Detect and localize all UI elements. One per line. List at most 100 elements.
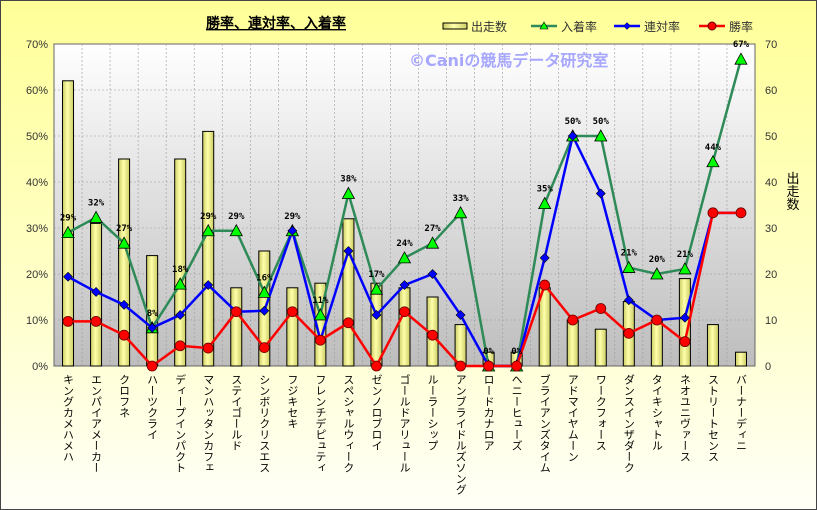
category-label: ルーラーシップ: [426, 374, 439, 451]
data-label-place-rate: 29%: [284, 212, 301, 222]
marker-top2-rate: [427, 269, 438, 279]
right-axis-tick-label: 20: [765, 269, 777, 281]
marker-win-rate: [399, 306, 410, 318]
marker-win-rate: [539, 279, 551, 291]
bar-starts: [398, 287, 411, 367]
category-label: マンハッタンカフェ: [202, 374, 215, 473]
marker-win-rate: [202, 342, 214, 354]
marker-top2-rate: [91, 287, 101, 297]
legend-label: 連対率: [644, 19, 680, 34]
left-axis-tick-label: 10%: [26, 315, 48, 327]
legend-swatch-bar: [442, 22, 468, 30]
left-axis-tick-label: 70%: [26, 39, 48, 51]
bar-starts: [230, 287, 243, 367]
marker-win-rate: [146, 360, 158, 372]
right-axis-tick-label: 30: [765, 223, 777, 235]
category-label: ディープインパクト: [174, 373, 187, 473]
category-label: ブライアンズタイム: [538, 373, 551, 473]
chart-title: 勝率、連対率、入着率: [206, 15, 346, 32]
category-label: タイキシャトル: [650, 374, 663, 451]
data-label-place-rate: 0%: [483, 347, 494, 357]
category-label: ロードカナロア: [482, 374, 495, 451]
legend-label: 入着率: [561, 19, 597, 34]
category-label: エンパイアメーカー: [90, 374, 103, 473]
bar-starts: [174, 158, 187, 367]
marker-win-rate: [567, 314, 579, 326]
legend-marker-circle: [707, 21, 717, 31]
data-label-place-rate: 29%: [60, 214, 77, 224]
data-label-place-rate: 44%: [705, 143, 722, 153]
bar-starts: [706, 324, 719, 367]
marker-win-rate: [62, 315, 74, 327]
marker-top2-rate: [343, 246, 354, 256]
right-axis-tick-label: 10: [765, 315, 777, 327]
bar-starts: [454, 324, 467, 367]
bar-starts: [734, 351, 747, 367]
marker-win-rate: [90, 315, 102, 327]
marker-top2-rate: [371, 310, 382, 320]
legend-marker-triangle: [539, 21, 549, 30]
data-label-place-rate: 21%: [677, 250, 694, 260]
watermark: ©Caniの競馬データ研究室: [409, 51, 608, 70]
legend-label: 出走数: [471, 19, 507, 34]
category-label: ステイゴールド: [230, 374, 243, 451]
bar-starts: [286, 287, 299, 367]
marker-win-rate: [343, 317, 354, 329]
category-label: シンボリクリスエス: [258, 374, 271, 473]
marker-win-rate: [118, 329, 130, 341]
marker-top2-rate: [259, 305, 270, 316]
data-label-place-rate: 38%: [340, 175, 357, 185]
marker-top2-rate: [455, 310, 466, 320]
category-label: ヘニーヒューズ: [510, 374, 523, 451]
marker-place-rate: [706, 154, 720, 168]
data-label-place-rate: 18%: [172, 265, 189, 275]
bar-starts: [594, 328, 607, 367]
marker-place-rate: [117, 236, 131, 249]
marker-win-rate: [427, 329, 438, 341]
data-label-place-rate: 35%: [537, 185, 554, 195]
bar-starts: [370, 282, 383, 367]
marker-place-rate: [369, 282, 384, 295]
marker-top2-rate: [567, 131, 578, 141]
category-label: アドマイヤムーン: [566, 374, 579, 462]
data-label-place-rate: 29%: [228, 212, 245, 222]
marker-top2-rate: [175, 310, 186, 320]
left-axis-tick-label: 30%: [26, 223, 48, 235]
data-label-place-rate: 50%: [565, 117, 582, 127]
category-label: フレンチデピュティ: [314, 374, 327, 473]
category-label: スペシャルウィーク: [342, 374, 355, 473]
legend-label: 勝率: [729, 19, 753, 34]
marker-place-rate: [341, 186, 356, 199]
left-axis-tick-label: 60%: [26, 85, 48, 97]
data-label-place-rate: 21%: [621, 249, 638, 259]
marker-top2-rate: [623, 295, 634, 306]
marker-place-rate: [594, 129, 608, 142]
marker-win-rate: [679, 336, 691, 348]
marker-place-rate: [89, 210, 103, 223]
category-label: ストリートセンス: [706, 374, 719, 462]
marker-win-rate: [651, 314, 663, 326]
category-label: ワークフォース: [594, 374, 607, 451]
data-label-place-rate: 33%: [452, 194, 469, 204]
marker-top2-rate: [287, 225, 298, 236]
marker-win-rate: [455, 360, 466, 372]
data-label-place-rate: 20%: [649, 255, 666, 265]
data-label-place-rate: 17%: [368, 270, 385, 280]
category-label: ゼンノロブロイ: [370, 374, 383, 451]
category-label: ハーツクライ: [146, 374, 159, 440]
data-label-place-rate: 27%: [116, 224, 133, 234]
data-label-place-rate: 8%: [147, 309, 158, 319]
marker-win-rate: [174, 340, 186, 352]
marker-place-rate: [397, 251, 412, 264]
category-label: バーナーディニ: [734, 374, 747, 451]
marker-win-rate: [623, 327, 635, 339]
marker-top2-rate: [399, 280, 410, 290]
right-axis-tick-label: 0: [765, 361, 771, 373]
marker-win-rate: [735, 207, 747, 219]
category-label: フジキセキ: [286, 374, 299, 429]
left-axis-tick-label: 0%: [32, 361, 48, 373]
data-label-place-rate: 16%: [256, 273, 273, 283]
data-label-place-rate: 11%: [312, 296, 329, 306]
marker-win-rate: [595, 303, 607, 314]
right-axis-tick-label: 40: [765, 177, 777, 189]
